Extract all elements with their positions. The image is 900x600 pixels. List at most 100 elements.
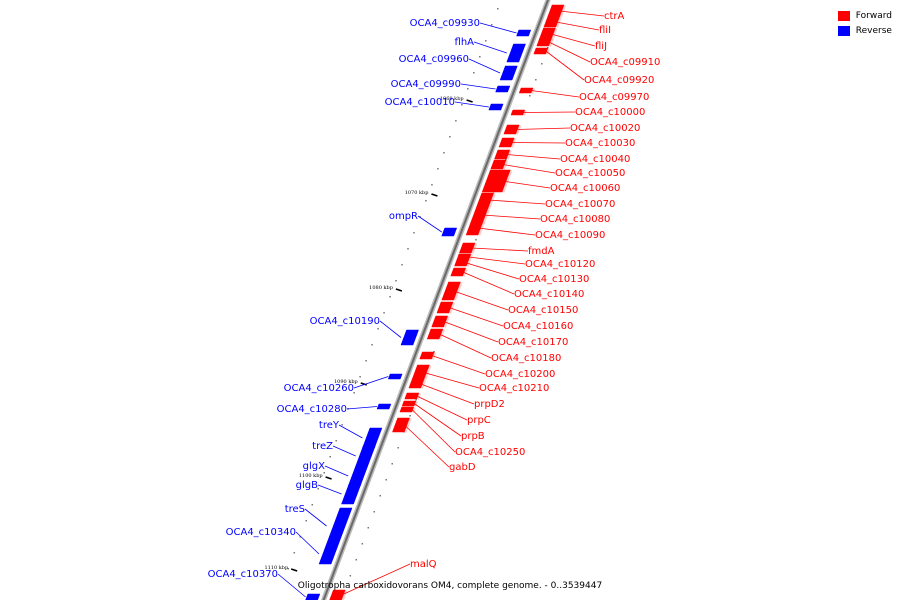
leader-line (511, 142, 566, 144)
gene-label-OCA4_c10010: OCA4_c10010 (385, 97, 455, 108)
gene-OCA4_c10150[interactable] (441, 281, 463, 301)
gene-OCA4_c10340[interactable] (318, 543, 340, 565)
gene-label-OCA4_c10190: OCA4_c10190 (310, 316, 380, 327)
leader-line (460, 83, 496, 90)
gene-label-malQ: malQ (410, 559, 437, 570)
tick-label: 1090 kbp (334, 379, 358, 385)
leader-line (411, 409, 456, 453)
forward-swatch (837, 10, 850, 21)
genome-caption: Oligotropha carboxidovorans OM4, complet… (298, 581, 602, 591)
leader-line (482, 214, 541, 220)
gene-OCA4_c10030[interactable] (498, 137, 517, 148)
gene-label-OCA4_c10180: OCA4_c10180 (491, 353, 561, 364)
gene-label-OCA4_c09930: OCA4_c09930 (410, 18, 480, 29)
gene-label-OCA4_c10200: OCA4_c10200 (485, 369, 555, 380)
leader-line (404, 424, 450, 468)
gene-OCA4_c10370[interactable] (305, 593, 322, 600)
gene-OCA4_c10020[interactable] (503, 124, 522, 135)
leader-line (277, 573, 306, 598)
legend-item-forward[interactable]: Forward (837, 8, 892, 23)
gene-label-OCA4_c10280: OCA4_c10280 (277, 404, 347, 415)
gene-label-OCA4_c10210: OCA4_c10210 (479, 383, 549, 394)
gene-OCA4_c10180[interactable] (426, 328, 445, 340)
gene-flhA[interactable] (506, 43, 528, 63)
gene-label-OCA4_c10130: OCA4_c10130 (519, 274, 589, 285)
gene-label-OCA4_c09970: OCA4_c09970 (579, 92, 649, 103)
gene-label-OCA4_c09960: OCA4_c09960 (399, 54, 469, 65)
gene-label-OCA4_c10060: OCA4_c10060 (550, 183, 620, 194)
leader-line (353, 376, 389, 389)
leader-line (341, 563, 411, 596)
gene-ompR[interactable] (441, 227, 459, 237)
gene-label-glgB: glgB (296, 480, 318, 491)
gene-prpB[interactable] (401, 400, 419, 407)
gene-label-treS: treS (285, 504, 305, 515)
leader-line (454, 101, 489, 108)
gene-OCA4_c09920[interactable] (533, 47, 551, 55)
leader-line (338, 424, 363, 439)
tick-label: 1100 kbp (299, 473, 323, 479)
gene-OCA4_c10010[interactable] (488, 103, 505, 111)
gene-prpC[interactable] (404, 392, 422, 400)
gene-label-OCA4_c09990: OCA4_c09990 (391, 79, 461, 90)
tick-label: 1060 kbp (440, 96, 464, 102)
gene-glgB[interactable] (341, 483, 363, 505)
leader-line (468, 58, 501, 74)
gene-prpD2[interactable] (408, 379, 426, 389)
gene-OCA4_c10140[interactable] (450, 267, 468, 277)
gene-label-OCA4_c10040: OCA4_c10040 (560, 154, 630, 165)
gene-OCA4_c10200[interactable] (419, 351, 437, 360)
leader-line (439, 333, 492, 359)
gene-OCA4_c10280[interactable] (376, 403, 393, 410)
leader-line (515, 127, 571, 130)
gene-malQ[interactable] (329, 589, 348, 600)
gene-OCA4_c09970[interactable] (518, 87, 536, 94)
leader-line (413, 403, 462, 437)
leader-line (431, 355, 486, 375)
gene-OCA4_c09990[interactable] (495, 85, 512, 93)
legend-item-reverse[interactable]: Reverse (837, 23, 892, 38)
gene-label-treY: treY (319, 420, 340, 431)
genome-backbone (320, 0, 551, 600)
tick-label: 1110 kbp (264, 565, 288, 571)
gene-label-fliI: fliI (599, 25, 611, 36)
leader-line (548, 41, 591, 63)
gene-OCA4_c10000[interactable] (510, 109, 527, 116)
gene-OCA4_c10210[interactable] (411, 364, 432, 381)
gene-label-OCA4_c10160: OCA4_c10160 (503, 321, 573, 332)
leader-line (473, 41, 507, 54)
gene-OCA4_c10160[interactable] (436, 301, 456, 314)
leader-line (522, 111, 576, 113)
gene-OCA4_c10170[interactable] (431, 315, 450, 328)
gene-label-OCA4_c10370: OCA4_c10370 (208, 569, 278, 580)
gene-OCA4_c09930[interactable] (516, 29, 533, 37)
gene-label-OCA4_c10090: OCA4_c10090 (535, 230, 605, 241)
gene-OCA4_c09960[interactable] (499, 65, 519, 81)
gene-label-OCA4_c09910: OCA4_c09910 (590, 57, 660, 68)
gene-label-OCA4_c10030: OCA4_c10030 (565, 138, 635, 149)
gene-OCA4_c09910[interactable] (536, 37, 554, 47)
leader-line (462, 271, 515, 295)
forward-label: Forward (855, 10, 892, 21)
leader-line (488, 199, 546, 205)
tick-label: 1080 kbp (369, 285, 393, 291)
leader-line (468, 256, 526, 265)
leader-line (453, 290, 509, 311)
leader-line (346, 406, 378, 410)
gene-fliI[interactable] (543, 16, 562, 28)
leader-line (550, 33, 596, 47)
gene-label-fliJ: fliJ (595, 41, 607, 52)
gene-label-prpB: prpB (461, 431, 485, 442)
gene-OCA4_c10260[interactable] (387, 373, 404, 380)
gene-OCA4_c10250[interactable] (399, 406, 416, 413)
leader-line (443, 321, 499, 343)
gene-label-treZ: treZ (312, 441, 333, 452)
gene-label-OCA4_c10080: OCA4_c10080 (540, 214, 610, 225)
leader-line (466, 262, 520, 280)
gene-label-prpD2: prpD2 (474, 399, 505, 410)
gene-label-flhA: flhA (455, 37, 475, 48)
gene-label-OCA4_c10150: OCA4_c10150 (508, 305, 578, 316)
gene-gabD[interactable] (392, 417, 412, 433)
gene-OCA4_c10190[interactable] (400, 329, 421, 346)
